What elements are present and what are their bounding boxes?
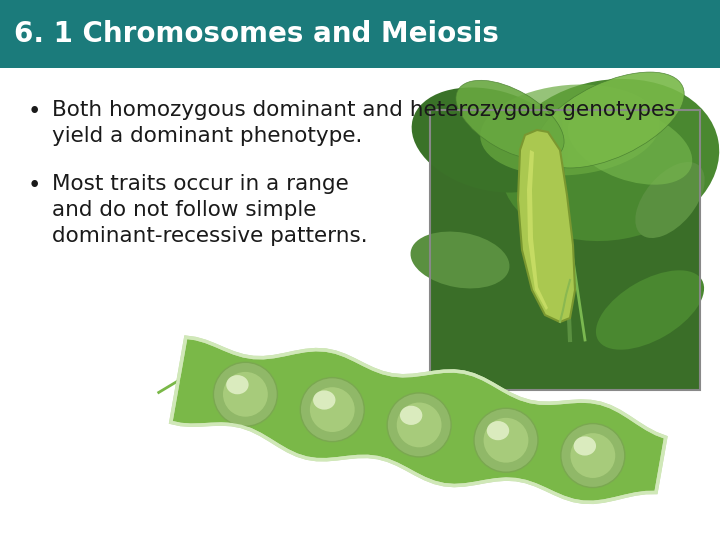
Ellipse shape: [400, 406, 423, 425]
Ellipse shape: [387, 393, 451, 457]
Text: Both homozygous dominant and heterozygous genotypes: Both homozygous dominant and heterozygou…: [52, 100, 675, 120]
Ellipse shape: [474, 408, 538, 472]
Ellipse shape: [487, 421, 509, 440]
Ellipse shape: [484, 418, 528, 463]
PathPatch shape: [171, 337, 666, 502]
PathPatch shape: [518, 130, 575, 322]
Ellipse shape: [536, 72, 684, 168]
Ellipse shape: [574, 436, 596, 456]
Text: 6. 1 Chromosomes and Meiosis: 6. 1 Chromosomes and Meiosis: [14, 20, 499, 48]
Ellipse shape: [313, 390, 336, 410]
Ellipse shape: [223, 372, 268, 417]
Ellipse shape: [310, 387, 355, 432]
Ellipse shape: [501, 79, 719, 241]
Ellipse shape: [635, 162, 705, 238]
Text: Most traits occur in a range: Most traits occur in a range: [52, 174, 348, 194]
Text: yield a dominant phenotype.: yield a dominant phenotype.: [52, 126, 362, 146]
Ellipse shape: [480, 84, 660, 176]
FancyBboxPatch shape: [430, 110, 700, 390]
Ellipse shape: [561, 423, 625, 488]
Ellipse shape: [410, 232, 510, 288]
Ellipse shape: [412, 87, 568, 193]
Ellipse shape: [213, 362, 277, 426]
Text: •: •: [28, 174, 41, 197]
PathPatch shape: [527, 150, 548, 310]
Ellipse shape: [300, 377, 364, 442]
Ellipse shape: [456, 80, 564, 160]
Ellipse shape: [570, 433, 616, 478]
FancyBboxPatch shape: [0, 0, 720, 68]
Ellipse shape: [397, 402, 441, 447]
Ellipse shape: [226, 375, 248, 394]
Text: •: •: [28, 100, 41, 123]
Text: and do not follow simple: and do not follow simple: [52, 200, 316, 220]
Ellipse shape: [568, 105, 692, 185]
Text: dominant-recessive patterns.: dominant-recessive patterns.: [52, 226, 368, 246]
Ellipse shape: [596, 271, 704, 350]
